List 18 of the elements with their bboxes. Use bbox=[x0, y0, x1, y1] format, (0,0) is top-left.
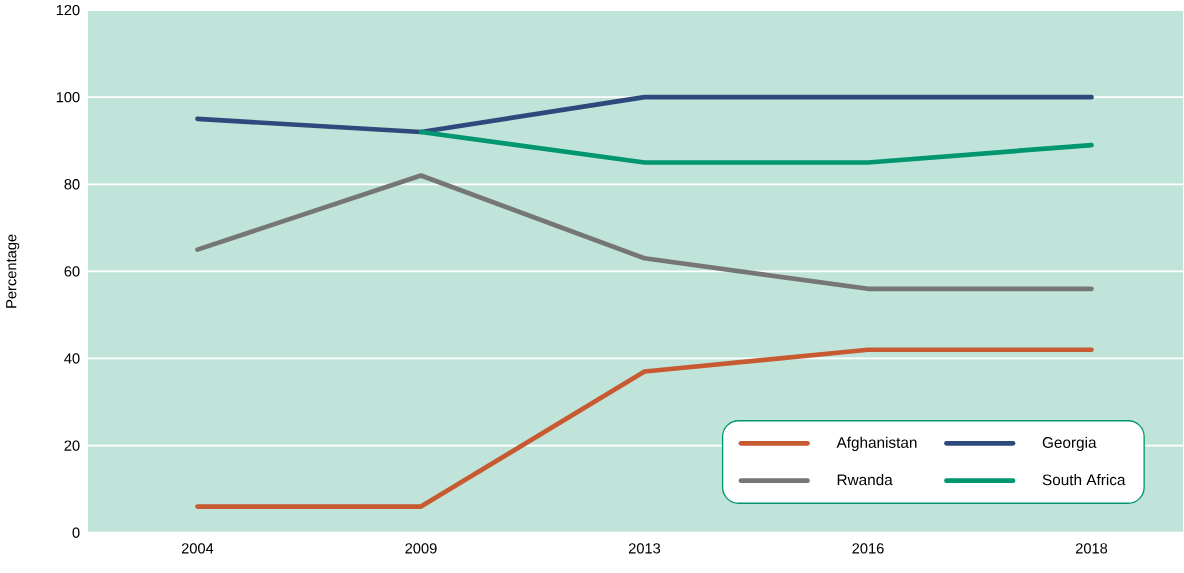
legend-label: Afghanistan bbox=[836, 436, 917, 452]
line-series bbox=[195, 173, 1094, 292]
y-tick-label: 80 bbox=[64, 179, 80, 190]
x-tick-label: 2013 bbox=[628, 543, 661, 554]
y-tick-label: 20 bbox=[64, 440, 80, 451]
y-tick-label: 60 bbox=[64, 266, 80, 277]
x-tick-label: 2016 bbox=[852, 543, 884, 554]
x-tick-label: 2004 bbox=[181, 543, 214, 554]
legend-label: Georgia bbox=[1042, 436, 1097, 452]
legend-label: Rwanda bbox=[837, 474, 893, 486]
y-tick-label: 120 bbox=[56, 5, 80, 16]
y-tick-label: 100 bbox=[56, 92, 80, 103]
legend-label: South Africa bbox=[1042, 474, 1126, 486]
x-tick-label: 2018 bbox=[1075, 543, 1108, 554]
y-tick-label: 0 bbox=[72, 527, 80, 539]
x-tick-label: 2009 bbox=[405, 543, 437, 554]
y-tick-label: 40 bbox=[64, 353, 80, 364]
y-axis-title: Percentage bbox=[6, 234, 20, 308]
